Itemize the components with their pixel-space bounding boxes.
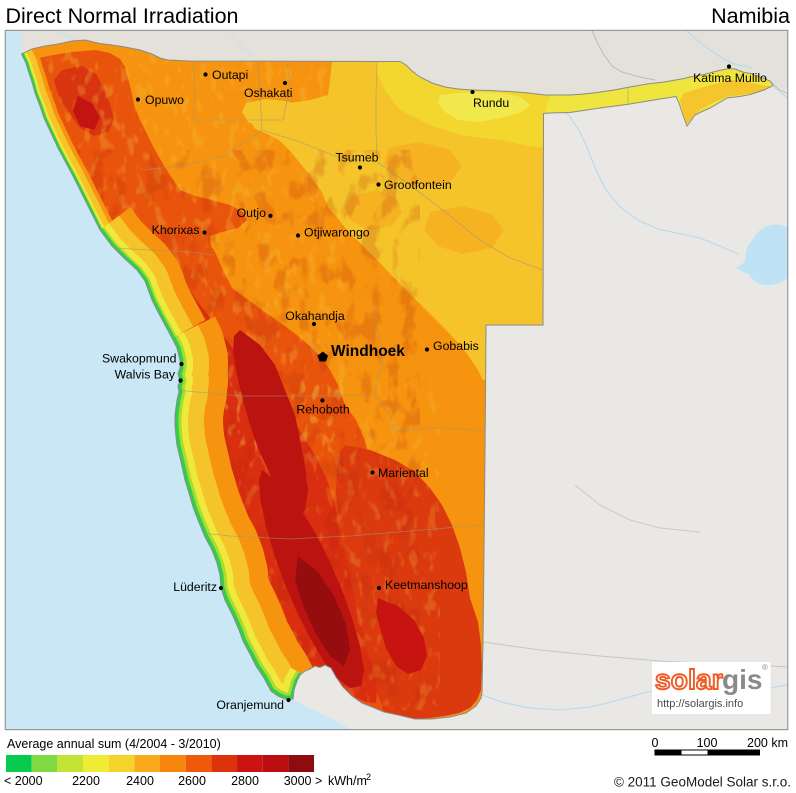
svg-text:gis: gis [722, 664, 762, 695]
svg-text:®: ® [762, 663, 768, 672]
svg-text:2600: 2600 [178, 774, 206, 788]
svg-text:Gobabis: Gobabis [433, 339, 479, 353]
svg-text:2200: 2200 [72, 774, 100, 788]
svg-text:Tsumeb: Tsumeb [335, 151, 378, 165]
svg-text:Namibia: Namibia [711, 4, 790, 28]
svg-text:Walvis Bay: Walvis Bay [115, 368, 176, 382]
svg-text:Katima Mulilo: Katima Mulilo [693, 71, 767, 85]
svg-text:2: 2 [366, 772, 371, 782]
svg-text:Otjiwarongo: Otjiwarongo [304, 226, 370, 240]
svg-text:100: 100 [697, 736, 718, 750]
svg-text:Lüderitz: Lüderitz [173, 580, 217, 594]
svg-text:kWh/m: kWh/m [328, 774, 367, 788]
svg-text:Khorixas: Khorixas [152, 223, 200, 237]
svg-text:Okahandja: Okahandja [285, 309, 345, 323]
svg-text:Windhoek: Windhoek [331, 343, 405, 360]
svg-text:Direct Normal Irradiation: Direct Normal Irradiation [6, 4, 239, 28]
svg-text:3000 >: 3000 > [284, 774, 323, 788]
svg-text:Swakopmund: Swakopmund [102, 352, 177, 366]
svg-text:solar: solar [655, 664, 723, 695]
svg-text:Mariental: Mariental [378, 466, 429, 480]
svg-text:Outjo: Outjo [237, 206, 267, 220]
svg-text:Oranjemund: Oranjemund [216, 698, 284, 712]
svg-text:http://solargis.info: http://solargis.info [657, 698, 743, 710]
svg-text:200 km: 200 km [747, 736, 788, 750]
svg-text:Rundu: Rundu [473, 96, 509, 110]
svg-text:2400: 2400 [126, 774, 154, 788]
svg-text:© 2011 GeoModel Solar s.r.o.: © 2011 GeoModel Solar s.r.o. [614, 775, 791, 790]
svg-text:0: 0 [652, 736, 659, 750]
svg-text:< 2000: < 2000 [4, 774, 43, 788]
svg-text:Oshakati: Oshakati [244, 86, 293, 100]
svg-text:Grootfontein: Grootfontein [384, 178, 452, 192]
svg-text:Rehoboth: Rehoboth [296, 403, 349, 417]
svg-text:Opuwo: Opuwo [145, 93, 184, 107]
svg-text:Keetmanshoop: Keetmanshoop [385, 578, 468, 592]
svg-text:2800: 2800 [231, 774, 259, 788]
svg-text:Average annual sum (4/2004 - 3: Average annual sum (4/2004 - 3/2010) [7, 737, 221, 751]
svg-text:Outapi: Outapi [212, 68, 248, 82]
